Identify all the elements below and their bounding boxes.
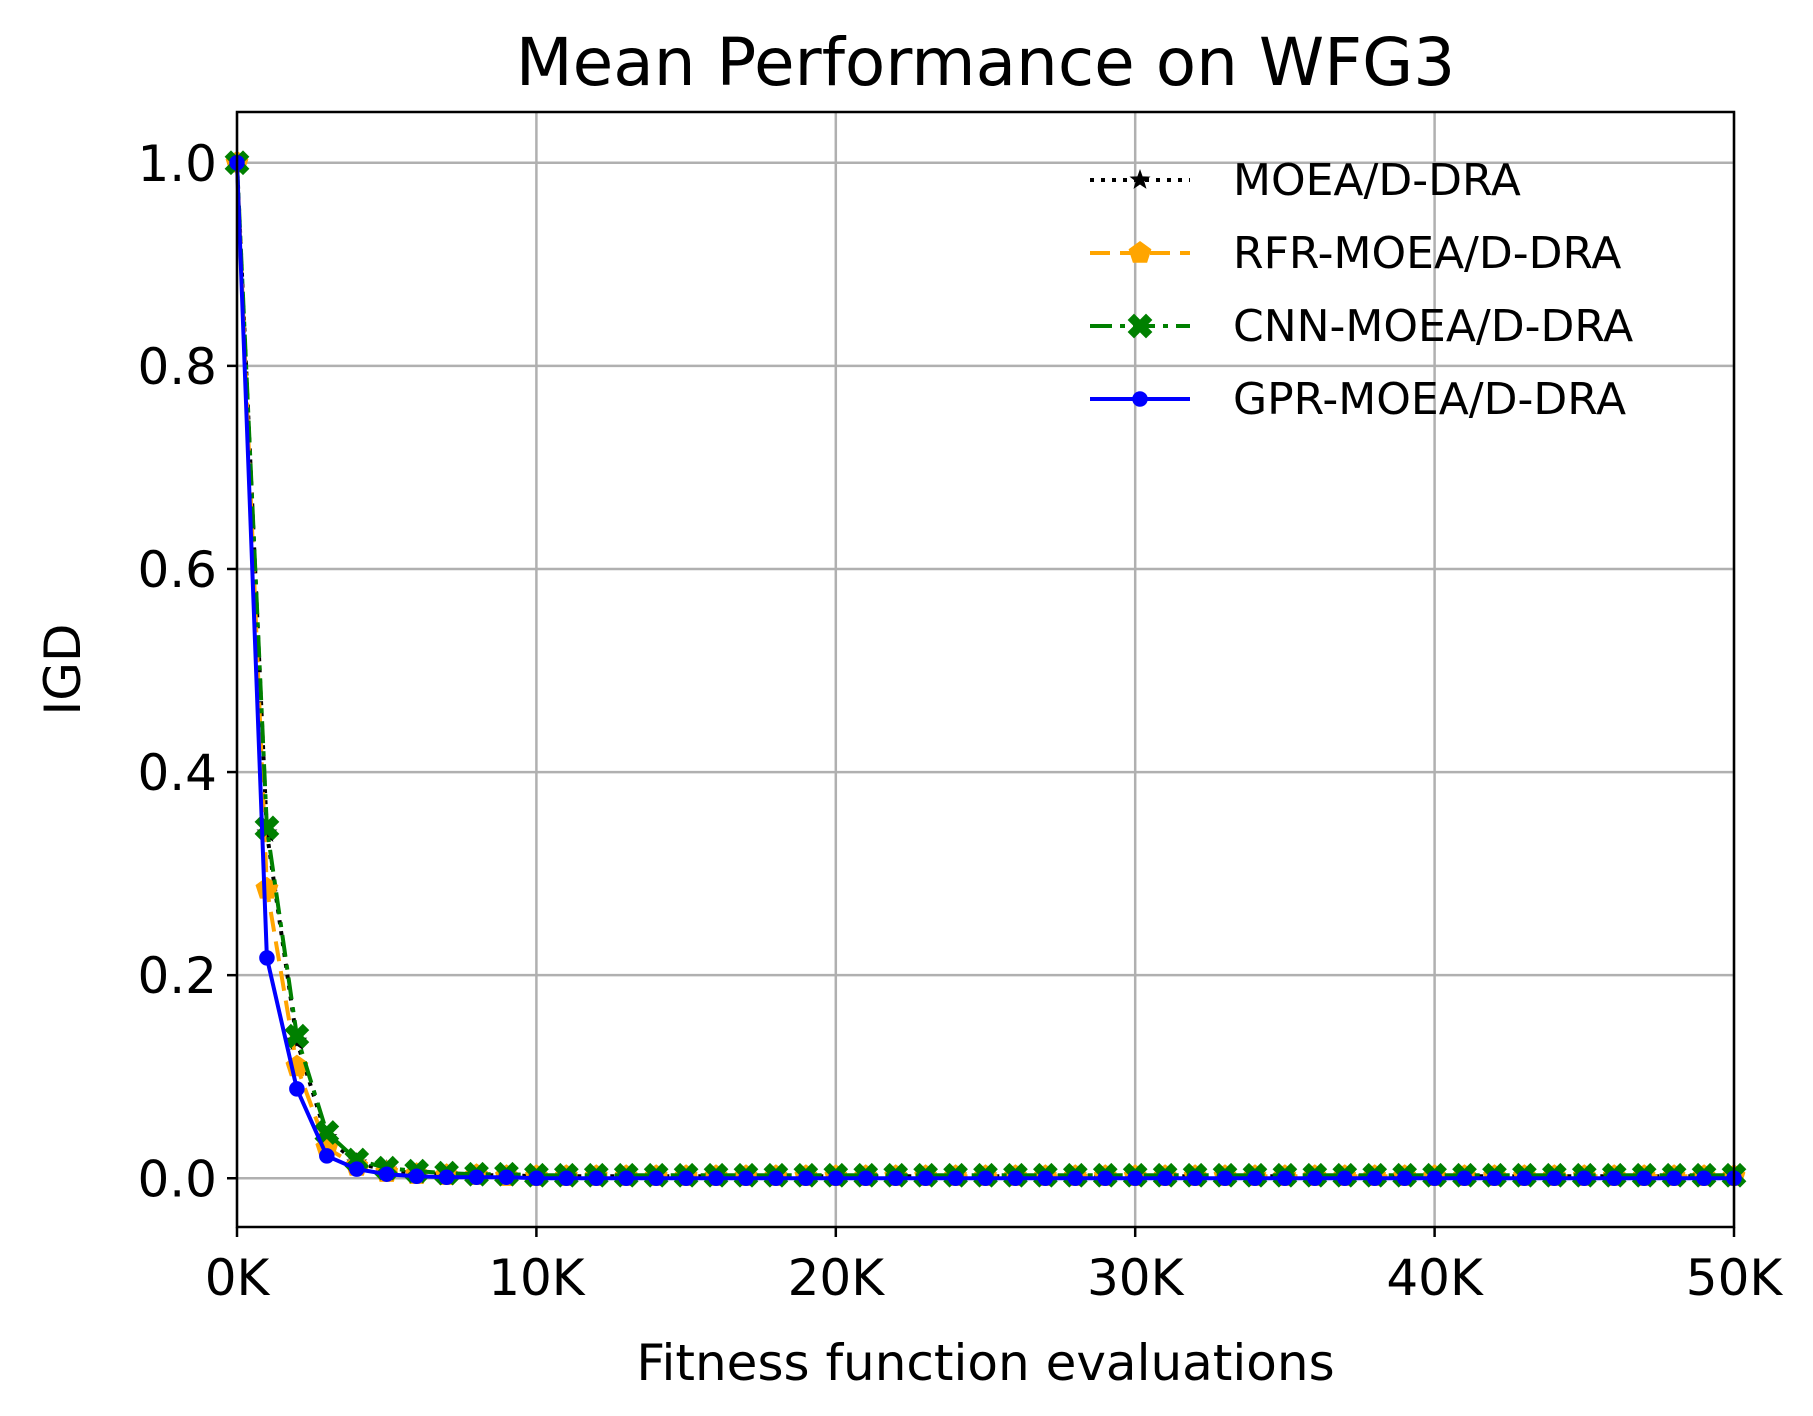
y-tick-label: 1.0 [137, 135, 217, 193]
legend-label: CNN-MOEA/D-DRA [1233, 301, 1633, 352]
data-point-gpr-moea-d-dra [1277, 1170, 1293, 1187]
legend-item-moea-d-dra: MOEA/D-DRA [1090, 155, 1521, 206]
data-point-gpr-moea-d-dra [1456, 1170, 1473, 1187]
x-tick-label: 30K [1087, 1249, 1185, 1307]
data-point-gpr-moea-d-dra [738, 1170, 754, 1187]
data-point-gpr-moea-d-dra [917, 1170, 934, 1187]
data-point-gpr-moea-d-dra [1636, 1170, 1652, 1187]
data-point-gpr-moea-d-dra [648, 1170, 664, 1187]
data-point-gpr-moea-d-dra [1217, 1170, 1233, 1187]
y-tick-label: 0.2 [137, 947, 217, 1005]
data-point-gpr-moea-d-dra [1546, 1170, 1563, 1187]
data-point-gpr-moea-d-dra [408, 1168, 425, 1184]
legend-marker [1127, 313, 1153, 339]
series-group [224, 150, 1747, 1188]
data-point-gpr-moea-d-dra [1337, 1170, 1353, 1187]
y-tick-label: 0.8 [137, 338, 217, 396]
data-point-gpr-moea-d-dra [798, 1170, 814, 1187]
data-point-gpr-moea-d-dra [349, 1161, 365, 1177]
chart-title: Mean Performance on WFG3 [516, 24, 1456, 101]
data-point-gpr-moea-d-dra [558, 1170, 575, 1187]
legend-marker [1128, 241, 1152, 263]
legend-label: GPR-MOEA/D-DRA [1233, 374, 1626, 425]
data-point-cnn-moea-d-dra [284, 1023, 310, 1049]
legend-marker [1132, 391, 1148, 407]
legend-item-cnn-moea-d-dra: CNN-MOEA/D-DRA [1090, 301, 1633, 352]
legend-item-gpr-moea-d-dra: GPR-MOEA/D-DRA [1090, 374, 1626, 425]
legend-item-rfr-moea-d-dra: RFR-MOEA/D-DRA [1090, 228, 1621, 279]
data-point-gpr-moea-d-dra [1516, 1170, 1533, 1187]
x-axis-ticks: 0K 10K 20K 30K 40K 50K [205, 1227, 1784, 1307]
data-point-gpr-moea-d-dra [1606, 1170, 1622, 1187]
legend-label: RFR-MOEA/D-DRA [1233, 228, 1621, 279]
x-tick-label: 40K [1386, 1249, 1484, 1307]
data-point-gpr-moea-d-dra [289, 1081, 305, 1097]
data-point-gpr-moea-d-dra [1666, 1170, 1682, 1187]
x-tick-label: 10K [488, 1249, 586, 1307]
data-point-gpr-moea-d-dra [887, 1170, 904, 1187]
x-tick-label: 20K [788, 1249, 886, 1307]
data-point-gpr-moea-d-dra [468, 1169, 485, 1185]
data-point-gpr-moea-d-dra [319, 1148, 335, 1164]
data-point-gpr-moea-d-dra [1576, 1170, 1593, 1187]
legend-label: MOEA/D-DRA [1233, 155, 1521, 206]
data-point-gpr-moea-d-dra [1426, 1170, 1443, 1187]
data-point-gpr-moea-d-dra [857, 1170, 874, 1187]
data-point-gpr-moea-d-dra [947, 1170, 964, 1187]
data-point-gpr-moea-d-dra [259, 950, 275, 966]
data-point-gpr-moea-d-dra [1007, 1170, 1024, 1187]
data-point-gpr-moea-d-dra [378, 1166, 395, 1182]
data-point-gpr-moea-d-dra [1097, 1170, 1114, 1187]
series-gpr-moea-d-dra [229, 155, 1742, 1187]
x-axis-title: Fitness function evaluations [636, 1334, 1334, 1392]
data-point-gpr-moea-d-dra [1187, 1170, 1203, 1187]
plot-frame [235, 110, 1736, 1229]
data-point-gpr-moea-d-dra [1486, 1170, 1503, 1187]
data-point-gpr-moea-d-dra [588, 1170, 605, 1187]
data-point-gpr-moea-d-dra [528, 1170, 545, 1187]
data-point-gpr-moea-d-dra [498, 1169, 515, 1185]
y-tick-label: 0.4 [137, 744, 217, 802]
grid-lines [235, 112, 1736, 1227]
x-tick-label: 50K [1686, 1249, 1784, 1307]
data-point-gpr-moea-d-dra [1396, 1170, 1413, 1187]
data-point-gpr-moea-d-dra [1247, 1170, 1263, 1187]
y-axis-ticks: 0.0 0.2 0.4 0.6 0.8 1.0 [137, 135, 237, 1208]
legend: MOEA/D-DRA RFR-MOEA/D-DRA CNN-MOEA/D-DRA GP… [1090, 155, 1633, 425]
data-point-gpr-moea-d-dra [708, 1170, 724, 1187]
legend-marker [1129, 169, 1151, 189]
data-point-gpr-moea-d-dra [1696, 1170, 1712, 1187]
data-point-gpr-moea-d-dra [1067, 1170, 1084, 1187]
data-point-gpr-moea-d-dra [977, 1170, 994, 1187]
y-tick-label: 0.0 [137, 1150, 217, 1208]
data-point-gpr-moea-d-dra [1127, 1170, 1143, 1187]
data-point-gpr-moea-d-dra [1157, 1170, 1173, 1187]
data-point-gpr-moea-d-dra [618, 1170, 634, 1187]
y-tick-label: 0.6 [137, 541, 217, 599]
y-axis-title: IGD [34, 624, 92, 716]
data-point-rfr-moea-d-dra [255, 876, 279, 899]
data-point-gpr-moea-d-dra [828, 1170, 844, 1187]
data-point-gpr-moea-d-dra [1366, 1170, 1383, 1187]
data-point-gpr-moea-d-dra [1307, 1170, 1323, 1187]
data-point-gpr-moea-d-dra [678, 1170, 694, 1187]
x-tick-label: 0K [205, 1249, 271, 1307]
data-point-gpr-moea-d-dra [768, 1170, 784, 1187]
data-point-gpr-moea-d-dra [1037, 1170, 1054, 1187]
data-point-gpr-moea-d-dra [438, 1169, 455, 1185]
